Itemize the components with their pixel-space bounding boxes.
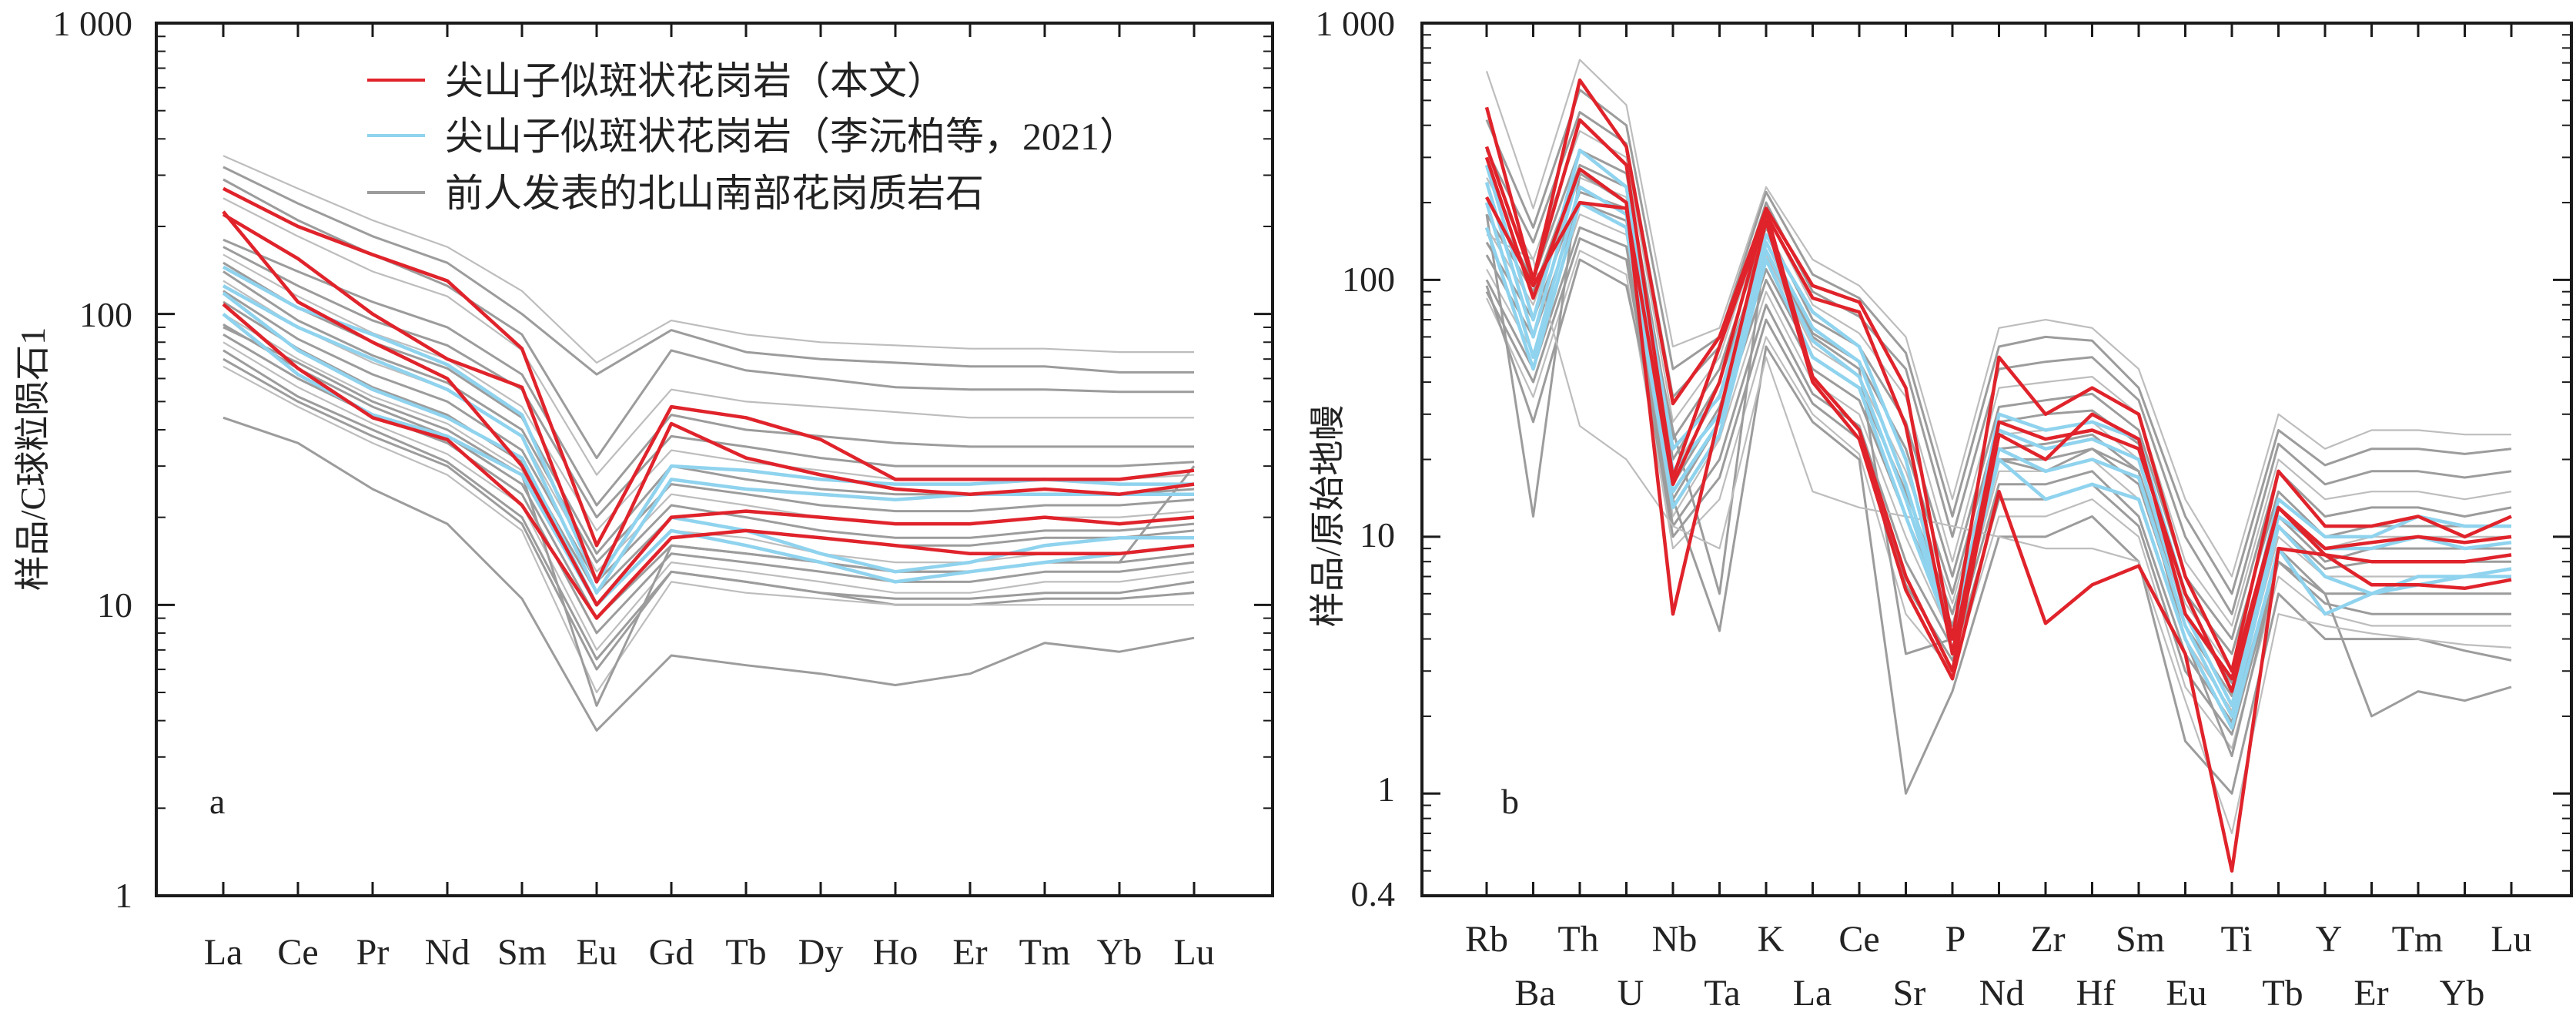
panel-a-xlabel-dy: Dy (798, 932, 844, 973)
panel-b-this-study-lines (1484, 78, 2512, 873)
panel-a-y-axis-title: 样品/C球粒陨石1 (13, 327, 52, 591)
panel-b-series-line-previous (1485, 59, 2511, 578)
panel-a-xlabel-tm: Tm (1019, 932, 1071, 973)
panel-b-ytick-10: 10 (1360, 515, 1395, 555)
panel-b-series-line-previous (1485, 89, 2512, 595)
legend-label-this-study: 尖山子似斑状花岗岩（本文） (445, 59, 945, 102)
panel-a-series-line-li-2021 (222, 312, 1195, 607)
panel-b-series-line-this-study (1484, 156, 2512, 873)
panel-b-xlabel-sr: Sr (1893, 973, 1926, 1014)
panel-a-series-line-previous (222, 261, 1195, 555)
panel-a-xlabel-pr: Pr (356, 932, 390, 973)
panel-b-ytick-0-4: 0.4 (1351, 874, 1396, 913)
legend-label-li-2021: 尖山子似斑状花岗岩（李沅柏等，2021） (445, 115, 1138, 158)
panel-b-trace-primitive-mantle-plot: 1 000 100 10 1 0.4 样品/原始地幔 Rb Ba Th U Nb… (1308, 4, 2573, 1014)
panel-b-ytick-100: 100 (1342, 260, 1395, 299)
panel-b-letter: b (1501, 782, 1519, 821)
panel-b-xlabel-ti: Ti (2221, 919, 2253, 960)
panel-a-xlabel-eu: Eu (576, 932, 617, 973)
panel-b-series-line-this-study (1484, 118, 2512, 693)
panel-a-letter: a (209, 782, 225, 821)
panel-a-xlabel-ce: Ce (277, 932, 318, 973)
legend: 尖山子似斑状花岗岩（本文） 尖山子似斑状花岗岩（李沅柏等，2021） 前人发表的… (367, 59, 1138, 215)
panel-b-xlabel-sm: Sm (2116, 919, 2165, 960)
panel-a-series-line-li-2021 (222, 291, 1194, 607)
panel-a-ytick-1000: 1 000 (53, 4, 133, 43)
panel-a-x-category-labels: La Ce Pr Nd Sm Eu Gd Tb Dy Ho Er Tm Yb L… (204, 932, 1215, 973)
panel-a-ytick-1: 1 (115, 876, 132, 915)
panel-b-xlabel-nb: Nb (1652, 919, 1698, 960)
panel-a-series-line-li-2021 (222, 284, 1194, 595)
panel-b-xlabel-rb: Rb (1465, 919, 1508, 960)
panel-b-series-line-li-2021 (1484, 200, 2511, 730)
panel-a-xlabel-la: La (204, 932, 243, 973)
panel-a-xlabel-yb: Yb (1097, 932, 1142, 973)
panel-a-ree-chondrite-plot: 1 000 100 10 1 样品/C球粒陨石1 La Ce Pr Nd Sm … (13, 4, 1274, 973)
panel-b-xlabel-th: Th (1557, 919, 1598, 960)
panel-a-series-line-previous (222, 238, 1194, 507)
panel-b-xlabel-nd: Nd (1979, 973, 2025, 1014)
panel-a-series-line-previous (222, 323, 1195, 620)
panel-a-ytick-100: 100 (79, 295, 132, 334)
panel-a-axis-ticks (156, 22, 1273, 897)
panel-b-y-axis-title: 样品/原始地幔 (1308, 405, 1347, 628)
panel-b-xlabel-zr: Zr (2030, 919, 2065, 960)
panel-b-ytick-1: 1 (1377, 769, 1395, 809)
panel-b-series-line-this-study (1485, 196, 2512, 681)
panel-a-xlabel-lu: Lu (1173, 932, 1214, 973)
panel-b-xlabel-k: K (1758, 919, 1785, 960)
panel-a-series-line-previous (222, 357, 1195, 671)
panel-b-xlabel-hf: Hf (2076, 973, 2116, 1014)
panel-a-this-study-lines (222, 186, 1195, 620)
panel-a-previous-granites-lines (222, 155, 1196, 732)
panel-a-xlabel-er: Er (952, 932, 987, 973)
panel-b-xlabel-eu: Eu (2166, 973, 2206, 1014)
panel-b-xlabel-tb: Tb (2262, 973, 2303, 1014)
panel-a-xlabel-tb: Tb (725, 932, 766, 973)
panel-b-series-line-this-study (1484, 78, 2512, 673)
panel-a-series-line-previous (222, 155, 1194, 364)
panel-b-xlabel-lu: Lu (2491, 919, 2531, 960)
panel-a-series-line-previous (222, 341, 1195, 651)
panel-a-xlabel-ho: Ho (873, 932, 918, 973)
panel-a-series-line-previous (222, 365, 1194, 694)
panel-a-series-line-previous (222, 246, 1195, 519)
panel-a-xlabel-sm: Sm (497, 932, 547, 973)
panel-b-xlabel-tm: Tm (2392, 919, 2444, 960)
panel-b-ytick-1000: 1 000 (1316, 4, 1396, 43)
panel-a-ytick-10: 10 (97, 585, 132, 625)
panel-b-series-line-previous (1486, 130, 2512, 627)
legend-label-previous: 前人发表的北山南部花岗质岩石 (445, 172, 984, 215)
panel-b-xlabel-yb: Yb (2440, 973, 2485, 1014)
panel-b-xlabel-er: Er (2354, 973, 2388, 1014)
panel-b-x-category-labels: Rb Ba Th U Nb Ta K La Ce Sr P Nd Zr Hf S… (1465, 919, 2532, 1014)
panel-b-xlabel-ta: Ta (1704, 973, 1740, 1014)
panel-a-series-line-previous (222, 197, 1194, 476)
panel-a-series-line-this-study (222, 213, 1195, 584)
panel-b-axis-ticks (1422, 22, 2571, 896)
panel-b-series-line-previous (1486, 233, 2512, 835)
panel-b-previous-granites-lines (1485, 59, 2512, 835)
panel-a-series-line-this-study (222, 210, 1195, 607)
panel-a-series-line-this-study (222, 303, 1195, 620)
panel-a-series-line-previous (222, 280, 1195, 573)
panel-a-series-line-this-study (222, 186, 1195, 548)
panel-a-series-line-previous (222, 166, 1194, 376)
panel-b-xlabel-la: La (1793, 973, 1832, 1014)
panel-b-xlabel-y: Y (2316, 919, 2343, 960)
panel-b-xlabel-ba: Ba (1514, 973, 1555, 1014)
panel-a-xlabel-gd: Gd (649, 932, 694, 973)
panel-a-series-line-previous (222, 270, 1195, 564)
panel-b-xlabel-ce: Ce (1838, 919, 1879, 960)
panel-a-xlabel-nd: Nd (425, 932, 470, 973)
panel-a-series-line-previous (222, 290, 1195, 583)
panel-b-xlabel-u: U (1618, 973, 1644, 1014)
panel-b-xlabel-p: P (1945, 919, 1966, 960)
panel-a-plot-frame (155, 22, 1274, 897)
panel-a-series-line-previous (222, 416, 1195, 732)
panel-b-series-line-li-2021 (1484, 148, 2511, 693)
panel-b-series-line-previous (1486, 250, 2511, 749)
